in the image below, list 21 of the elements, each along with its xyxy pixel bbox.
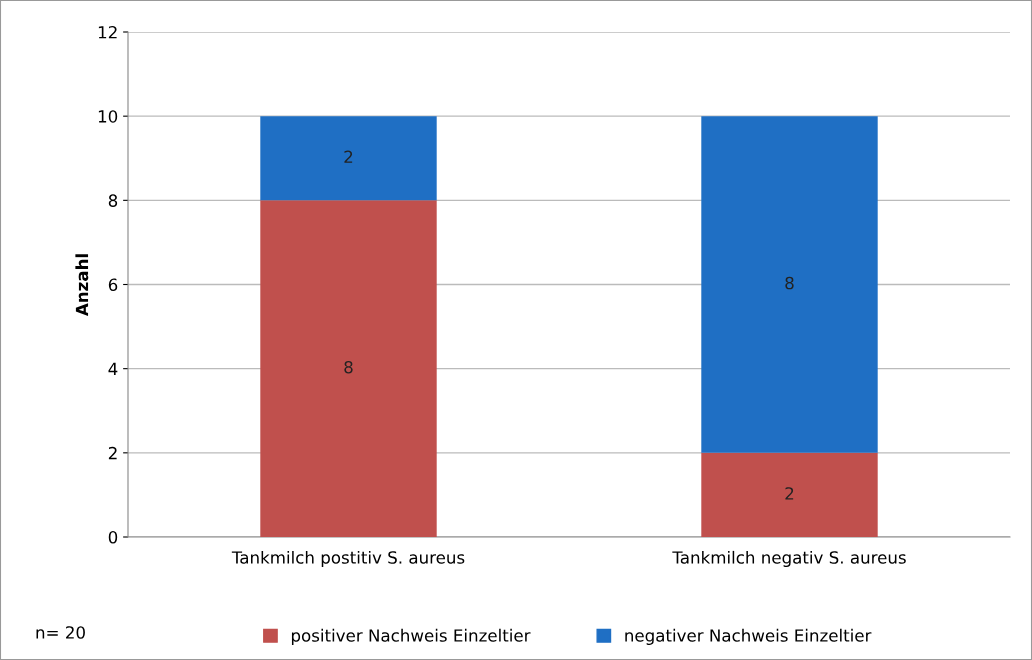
bar: [260, 116, 437, 201]
bar: [701, 452, 878, 537]
x-tick-label: Tankmilch postitiv S. aureus: [231, 550, 465, 568]
y-tick-label: 12: [98, 25, 117, 39]
legend-label: negativer Nachweis Einzeltier: [625, 628, 872, 645]
x-tick-label: Tankmilch negativ S. aureus: [672, 550, 906, 568]
y-tick-label: 0: [108, 530, 118, 544]
data-label: 8: [785, 276, 794, 290]
data-label: 2: [344, 150, 353, 163]
data-label: 2: [785, 487, 794, 500]
y-tick-label: 10: [98, 110, 118, 123]
legend-label: positiver Nachweis Einzeltier: [291, 628, 531, 645]
bar: [260, 200, 437, 537]
y-tick-label: 2: [108, 446, 117, 460]
y-tick-label: 8: [108, 194, 118, 207]
bar: [701, 116, 878, 453]
y-axis-title: Anzahl: [75, 254, 89, 317]
text: n= 20: [36, 626, 85, 639]
y-tick-label: 6: [108, 278, 118, 292]
y-tick-label: 4: [108, 362, 118, 375]
data-label: 8: [344, 360, 353, 374]
